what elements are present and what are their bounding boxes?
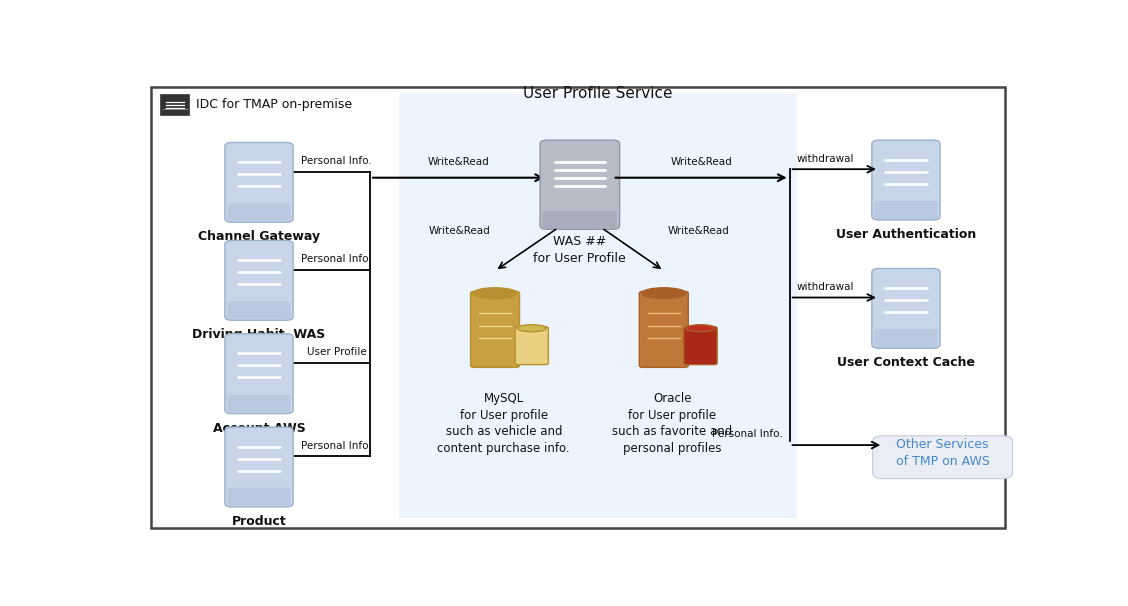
FancyBboxPatch shape bbox=[224, 241, 293, 320]
FancyBboxPatch shape bbox=[874, 329, 937, 347]
FancyBboxPatch shape bbox=[228, 395, 291, 412]
FancyBboxPatch shape bbox=[872, 268, 940, 348]
FancyBboxPatch shape bbox=[515, 327, 548, 365]
FancyBboxPatch shape bbox=[161, 95, 190, 115]
FancyBboxPatch shape bbox=[224, 334, 293, 413]
Text: withdrawal: withdrawal bbox=[796, 153, 854, 164]
Text: Write&Read: Write&Read bbox=[668, 226, 730, 236]
FancyBboxPatch shape bbox=[873, 436, 1013, 479]
Text: Write&Read: Write&Read bbox=[428, 158, 490, 167]
Text: IDC for TMAP on-premise: IDC for TMAP on-premise bbox=[196, 98, 352, 111]
FancyBboxPatch shape bbox=[872, 140, 940, 220]
Text: Other Services
of TMP on AWS: Other Services of TMP on AWS bbox=[896, 438, 989, 468]
Text: Write&Read: Write&Read bbox=[670, 158, 732, 167]
Text: Channel Gateway: Channel Gateway bbox=[197, 230, 320, 243]
Text: withdrawal: withdrawal bbox=[796, 282, 854, 292]
Ellipse shape bbox=[686, 325, 715, 331]
Text: WAS ##
for User Profile: WAS ## for User Profile bbox=[534, 235, 626, 265]
FancyBboxPatch shape bbox=[399, 94, 796, 518]
Text: User Profile Service: User Profile Service bbox=[522, 86, 672, 101]
FancyBboxPatch shape bbox=[228, 488, 291, 505]
Text: Personal Info.: Personal Info. bbox=[301, 156, 372, 166]
Text: Personal Info.: Personal Info. bbox=[301, 254, 372, 264]
Text: User Profile: User Profile bbox=[307, 347, 367, 358]
FancyBboxPatch shape bbox=[470, 291, 520, 367]
FancyBboxPatch shape bbox=[228, 301, 291, 319]
Text: User Context Cache: User Context Cache bbox=[837, 356, 975, 369]
FancyBboxPatch shape bbox=[540, 140, 619, 229]
FancyBboxPatch shape bbox=[684, 327, 717, 365]
Text: Oracle
for User profile
such as favorite and
personal profiles: Oracle for User profile such as favorite… bbox=[613, 392, 733, 455]
Ellipse shape bbox=[642, 288, 686, 299]
Text: Account AWS: Account AWS bbox=[213, 422, 306, 435]
Text: Write&Read: Write&Read bbox=[429, 226, 491, 236]
Text: Personal Info.: Personal Info. bbox=[301, 441, 372, 451]
FancyBboxPatch shape bbox=[151, 87, 1005, 528]
FancyBboxPatch shape bbox=[640, 291, 688, 367]
FancyBboxPatch shape bbox=[228, 203, 291, 221]
Ellipse shape bbox=[473, 288, 517, 299]
FancyBboxPatch shape bbox=[543, 211, 617, 228]
Text: MySQL
for User profile
such as vehicle and
content purchase info.: MySQL for User profile such as vehicle a… bbox=[438, 392, 570, 455]
Text: Product: Product bbox=[231, 515, 287, 528]
FancyBboxPatch shape bbox=[874, 201, 937, 219]
Text: User Authentication: User Authentication bbox=[836, 228, 976, 241]
Ellipse shape bbox=[517, 325, 546, 331]
FancyBboxPatch shape bbox=[224, 142, 293, 222]
Text: Driving Habit  WAS: Driving Habit WAS bbox=[193, 328, 326, 341]
FancyBboxPatch shape bbox=[224, 427, 293, 507]
Text: Personal Info.: Personal Info. bbox=[712, 429, 783, 439]
